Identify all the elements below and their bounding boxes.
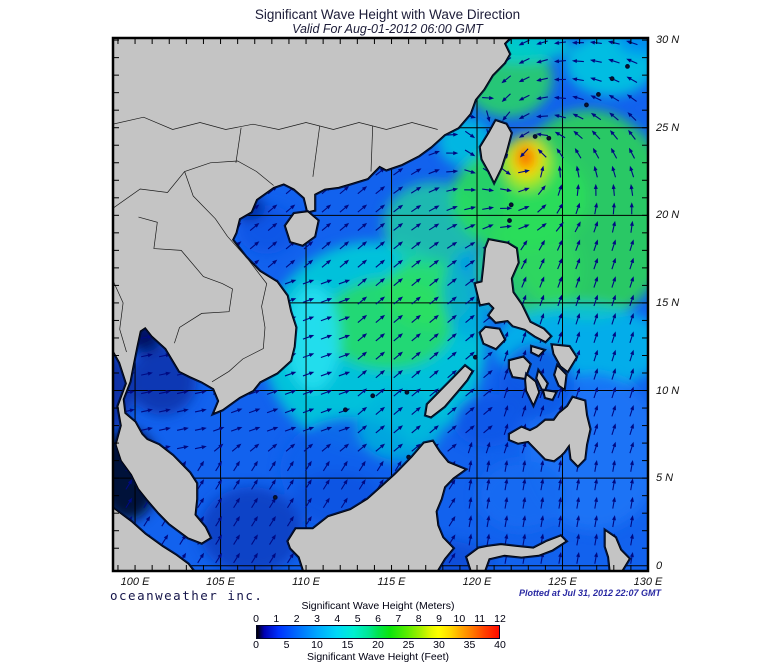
lon-tick-label: 120 E xyxy=(462,576,492,588)
lon-tick-label: 105 E xyxy=(206,576,235,588)
colorbar-tick: 9 xyxy=(436,613,442,625)
lat-tick-label: 15 N xyxy=(656,296,680,309)
lon-tick-label: 130 E xyxy=(633,576,663,588)
colorbar-tick: 6 xyxy=(375,613,381,625)
colorbar-tick: 3 xyxy=(314,613,320,625)
valid-time-subtitle: Valid For Aug-01-2012 06:00 GMT xyxy=(292,22,483,36)
colorbar-tick: 10 xyxy=(453,613,466,625)
lon-tick-label: 100 E xyxy=(120,576,150,588)
colorbar-tick: 0 xyxy=(253,613,259,625)
colorbar-tick: 5 xyxy=(354,613,361,625)
lat-tick-label: 10 N xyxy=(656,384,680,397)
colorbar-tick: 1 xyxy=(273,613,280,625)
colorbar-tick: 20 xyxy=(372,639,384,651)
colorbar-ticks-feet: 0 5 10 15 20 25 30 35 40 xyxy=(253,639,506,651)
colorbar-ticks-meters: 0 1 2 3 4 5 6 7 8 9 10 11 12 xyxy=(253,613,506,625)
colorbar-tick: 11 xyxy=(474,613,486,625)
colorbar-tick: 7 xyxy=(395,613,402,625)
plotted-timestamp: Plotted at Jul 31, 2012 22:07 GMT xyxy=(518,588,661,598)
colorbar-tick: 40 xyxy=(494,639,506,651)
colorbar-tick: 12 xyxy=(494,613,506,625)
colorbar-tick: 15 xyxy=(341,639,354,651)
colorbar-gradient xyxy=(256,625,500,639)
page-title: Significant Wave Height with Wave Direct… xyxy=(254,7,521,22)
lon-tick-label: 115 E xyxy=(377,576,406,588)
colorbar-tick: 25 xyxy=(402,639,415,651)
lat-tick-label: 20 N xyxy=(656,209,680,222)
lat-tick-label: 25 N xyxy=(656,121,680,134)
lon-tick-label: 110 E xyxy=(292,576,320,588)
colorbar-tick: 8 xyxy=(415,613,422,625)
colorbar-tick: 35 xyxy=(463,639,476,651)
lat-tick-label: 30 N xyxy=(656,34,680,47)
colorbar-tick: 10 xyxy=(311,639,323,651)
colorbar-tick: 30 xyxy=(433,639,445,651)
colorbar-title-meters: Significant Wave Height (Meters) xyxy=(301,600,455,612)
colorbar-title-feet: Significant Wave Height (Feet) xyxy=(306,651,449,663)
lat-tick-label: 0 xyxy=(656,559,663,572)
lat-tick-label: 5 N xyxy=(656,472,674,485)
colorbar-tick: 4 xyxy=(334,613,341,625)
colorbar-tick: 0 xyxy=(253,639,259,651)
oceanweather-logo: oceanweather inc. xyxy=(110,588,264,603)
lon-tick-label: 125 E xyxy=(548,576,577,588)
colorbar-tick: 2 xyxy=(293,613,300,625)
colorbar-tick: 5 xyxy=(283,639,290,651)
